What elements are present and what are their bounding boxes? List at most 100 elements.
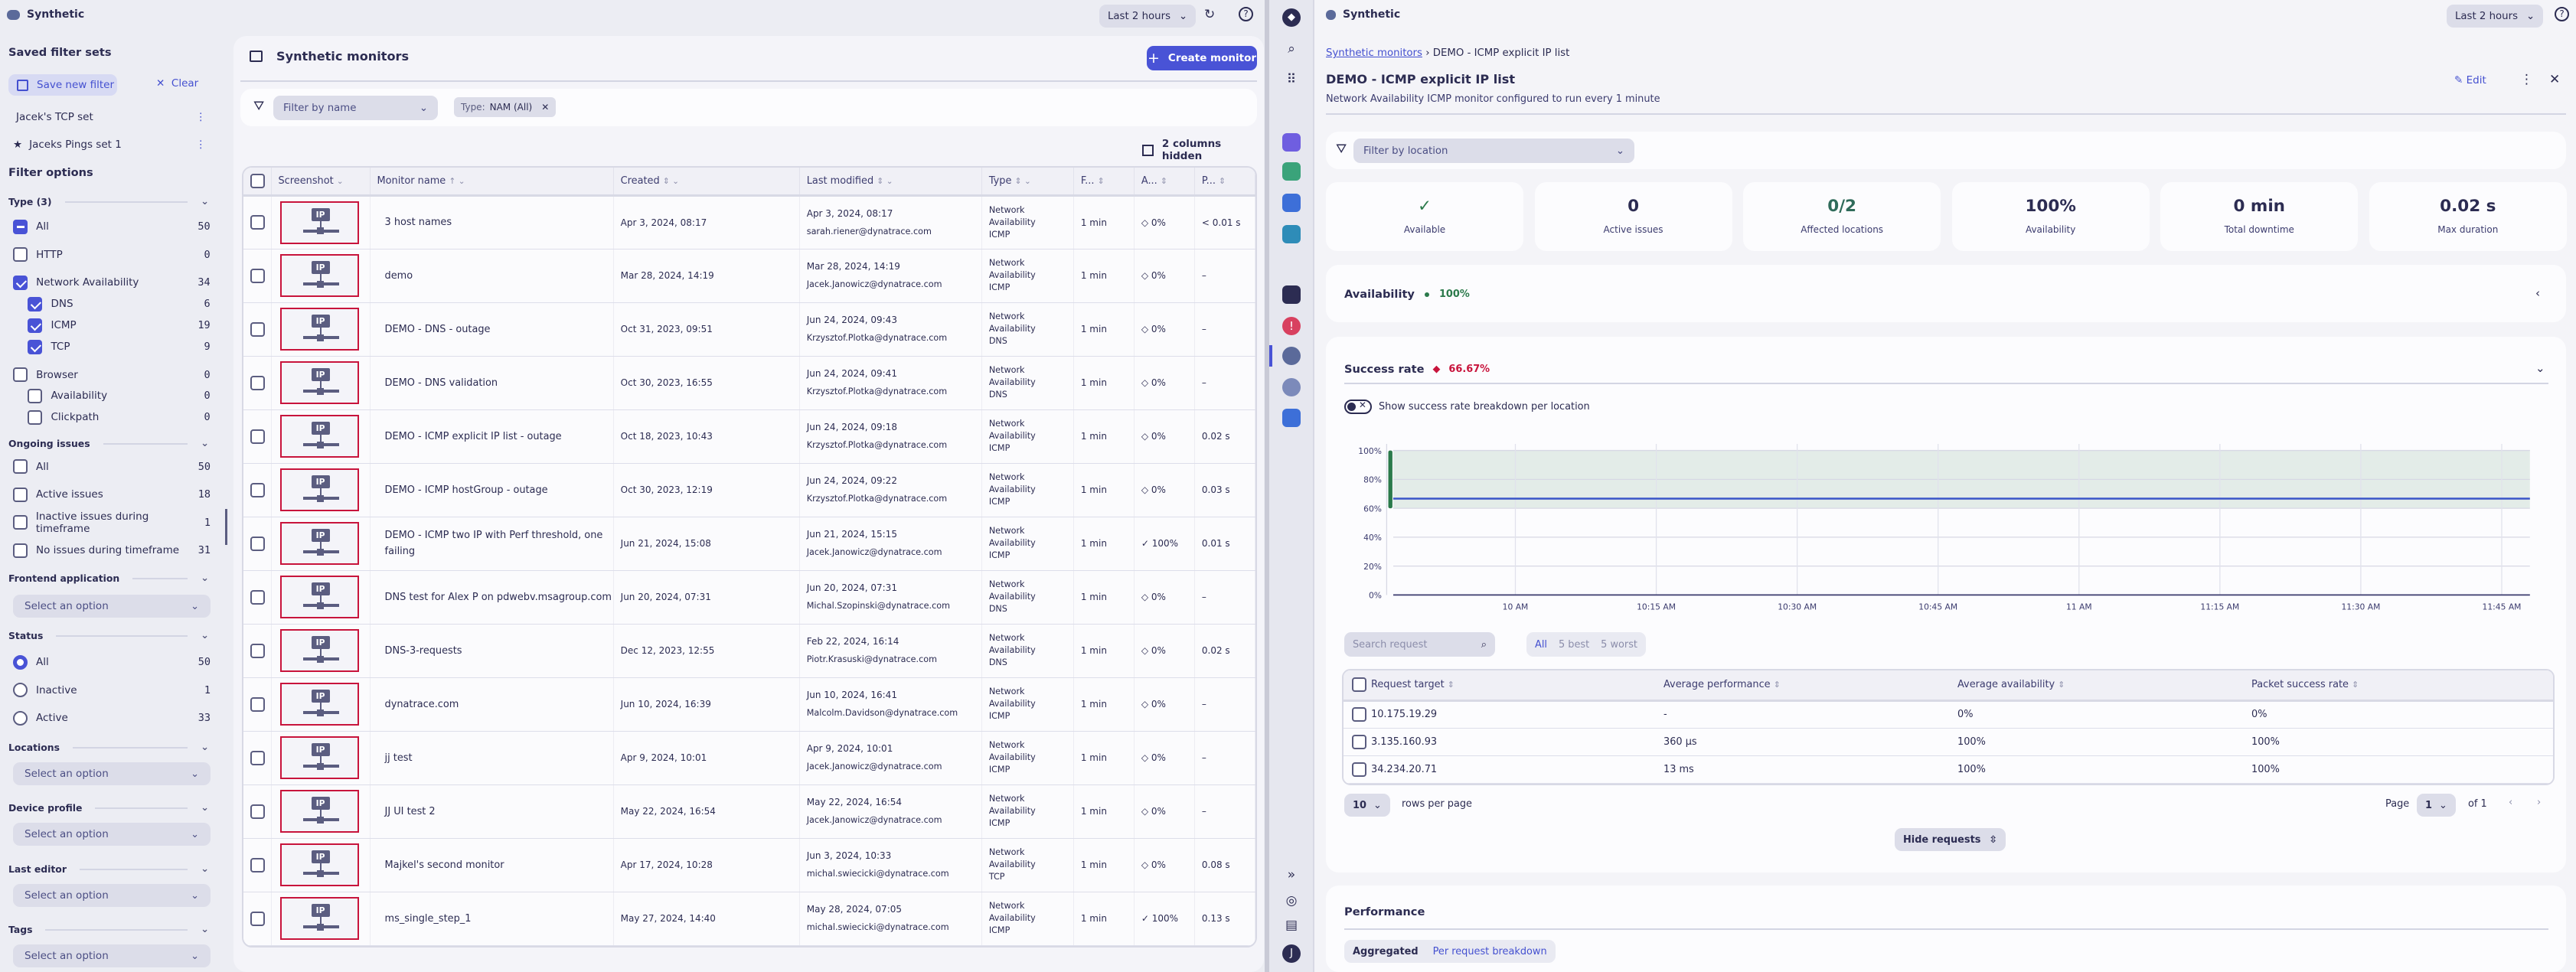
saved-set-item[interactable]: Jacek's TCP set ⋮	[13, 103, 211, 131]
checkbox[interactable]	[13, 515, 28, 530]
user-avatar[interactable]: J	[1282, 944, 1301, 963]
device-profile-section-header[interactable]: Device profile ⌄	[8, 800, 209, 816]
ongoing-issues-section-header[interactable]: Ongoing issues ⌄	[8, 435, 209, 452]
row-checkbox[interactable]	[243, 784, 272, 839]
create-monitor-button[interactable]: + Create monitor	[1147, 46, 1257, 70]
row-checkbox[interactable]	[243, 892, 272, 946]
issue-filter-item[interactable]: All 50	[13, 457, 211, 477]
column-header-monitor-name[interactable]: Monitor name ↑ ⌄	[370, 168, 614, 197]
apps-grid-icon[interactable]: ⠿	[1286, 72, 1297, 87]
filter-by-location-input[interactable]: Filter by location ⌄	[1353, 139, 1634, 163]
hide-requests-button[interactable]: Hide requests ⇳	[1895, 828, 2006, 851]
filter-by-name-input[interactable]: Filter by name ⌄	[273, 96, 438, 120]
screenshot-thumbnail[interactable]: IP	[271, 570, 371, 625]
table-row[interactable]: IP DNS test for Alex P on pdwebv.msagrou…	[243, 570, 1255, 625]
screenshot-thumbnail[interactable]: IP	[271, 302, 371, 357]
monitor-name[interactable]: Majkel's second monitor	[370, 838, 614, 892]
column-header-availability[interactable]: A... ⇕	[1134, 168, 1195, 197]
monitor-name[interactable]: jj test	[370, 731, 614, 785]
row-checkbox[interactable]	[243, 838, 272, 892]
checkbox[interactable]	[28, 318, 43, 333]
column-header-screenshot[interactable]: Screenshot ⌄	[271, 168, 371, 197]
support-icon[interactable]: ◎	[1285, 893, 1298, 908]
search-request-input[interactable]: Search request ⌕	[1344, 632, 1495, 657]
segment-5-worst[interactable]: 5 worst	[1601, 638, 1637, 651]
screenshot-thumbnail[interactable]: IP	[271, 677, 371, 732]
column-header-created[interactable]: Created ⇕ ⌄	[613, 168, 800, 197]
close-icon[interactable]: ✕	[2549, 72, 2561, 87]
table-row[interactable]: IP 3 host names Apr 3, 2024, 08:17 Apr 3…	[243, 195, 1255, 250]
column-header-type[interactable]: Type ⇕ ⌄	[981, 168, 1074, 197]
whats-new-icon[interactable]: ▤	[1285, 918, 1298, 933]
checkbox[interactable]	[13, 275, 28, 290]
page-select[interactable]: 1 ⌄	[2417, 794, 2456, 817]
table-row[interactable]: IP Majkel's second monitor Apr 17, 2024,…	[243, 838, 1255, 892]
request-row[interactable]: 10.175.19.29-0% 0%	[1344, 700, 2553, 729]
monitor-name[interactable]: DEMO - DNS validation	[370, 356, 614, 410]
clear-button[interactable]: ✕ Clear	[156, 77, 198, 90]
frontend-application-select[interactable]: Select an option ⌄	[13, 595, 211, 618]
radio-button[interactable]	[13, 683, 28, 698]
synthetic-app-icon[interactable]	[1282, 347, 1301, 365]
column-header-average-availability[interactable]: Average availability ⇕	[1957, 670, 2251, 702]
checkbox[interactable]	[13, 219, 28, 234]
screenshot-thumbnail[interactable]: IP	[271, 517, 371, 571]
type-filter-item[interactable]: Availability 0	[28, 386, 211, 406]
screenshot-thumbnail[interactable]: IP	[271, 784, 371, 839]
screenshot-thumbnail[interactable]: IP	[271, 195, 371, 250]
issue-filter-item[interactable]: Inactive issues during timeframe 1	[13, 510, 211, 535]
checkbox[interactable]	[13, 487, 28, 502]
row-checkbox[interactable]	[1344, 728, 1371, 756]
row-checkbox[interactable]	[1344, 700, 1371, 729]
checkbox[interactable]	[13, 459, 28, 475]
table-row[interactable]: IP DEMO - DNS validation Oct 30, 2023, 1…	[243, 356, 1255, 410]
checkbox[interactable]	[28, 339, 43, 354]
row-checkbox[interactable]	[243, 249, 272, 303]
column-header-last-modified[interactable]: Last modified ⇕ ⌄	[799, 168, 982, 197]
table-row[interactable]: IP DNS-3-requests Dec 12, 2023, 12:55 Fe…	[243, 624, 1255, 678]
breakdown-toggle[interactable]: ✕ Show success rate breakdown per locati…	[1344, 400, 1590, 414]
screenshot-thumbnail[interactable]: IP	[271, 731, 371, 785]
select-all-checkbox[interactable]	[1344, 670, 1371, 702]
tags-select[interactable]: Select an option ⌄	[13, 944, 211, 967]
locations-section-header[interactable]: Locations ⌄	[8, 739, 209, 755]
type-filter-item[interactable]: All 50	[13, 217, 211, 236]
table-row[interactable]: IP DEMO - ICMP explicit IP list - outage…	[243, 409, 1255, 464]
expand-rail-icon[interactable]: »	[1287, 867, 1296, 882]
table-row[interactable]: IP dynatrace.com Jun 10, 2024, 16:39 Jun…	[243, 677, 1255, 732]
radio-button[interactable]	[13, 654, 28, 670]
type-filter-chip[interactable]: Type: NAM (All) ✕	[454, 97, 557, 117]
app-icon-3[interactable]	[1282, 194, 1301, 212]
split-divider[interactable]	[1265, 0, 1269, 972]
monitor-name[interactable]: DEMO - ICMP two IP with Perf threshold, …	[370, 517, 614, 571]
monitor-name[interactable]: DNS-3-requests	[370, 624, 614, 678]
type-section-header[interactable]: Type (3) ⌄	[8, 194, 209, 210]
last-editor-select[interactable]: Select an option ⌄	[13, 884, 211, 907]
screenshot-thumbnail[interactable]: IP	[271, 624, 371, 678]
more-options-icon[interactable]: ⋮	[195, 139, 207, 151]
table-row[interactable]: IP DEMO - ICMP two IP with Perf threshol…	[243, 517, 1255, 571]
checkbox[interactable]	[28, 388, 43, 403]
column-header-average-performance[interactable]: Average performance ⇕	[1663, 670, 1957, 702]
checkbox[interactable]	[28, 409, 43, 425]
monitor-name[interactable]: DNS test for Alex P on pdwebv.msagroup.c…	[370, 570, 614, 625]
chevron-down-icon[interactable]: ⌄	[2535, 361, 2545, 375]
checkbox[interactable]	[13, 543, 28, 558]
column-header-performance[interactable]: P... ⇕	[1194, 168, 1255, 197]
row-checkbox[interactable]	[243, 517, 272, 571]
frontend-application-section-header[interactable]: Frontend application ⌄	[8, 570, 209, 586]
edit-button[interactable]: ✎ Edit	[2454, 74, 2486, 86]
monitor-name[interactable]: 3 host names	[370, 195, 614, 250]
type-filter-item[interactable]: HTTP 0	[13, 245, 211, 265]
refresh-icon[interactable]: ↻	[1204, 7, 1216, 22]
monitor-name[interactable]: ms_single_step_1	[370, 892, 614, 946]
row-checkbox[interactable]	[243, 677, 272, 732]
row-checkbox[interactable]	[243, 570, 272, 625]
status-filter-item[interactable]: Active 33	[13, 708, 211, 728]
type-filter-item[interactable]: TCP 9	[28, 337, 211, 357]
status-filter-item[interactable]: All 50	[13, 652, 211, 672]
last-editor-section-header[interactable]: Last editor ⌄	[8, 861, 209, 877]
issue-filter-item[interactable]: Active issues 18	[13, 484, 211, 504]
tab-aggregated[interactable]: Aggregated	[1353, 945, 1419, 957]
column-header-request-target[interactable]: Request target ⇕	[1371, 670, 1663, 702]
